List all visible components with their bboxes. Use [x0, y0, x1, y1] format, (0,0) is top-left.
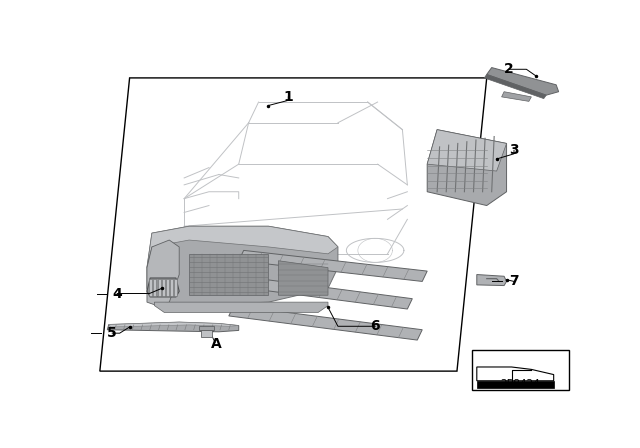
- Polygon shape: [484, 74, 547, 99]
- Polygon shape: [200, 330, 212, 337]
- Polygon shape: [166, 280, 168, 296]
- Text: 7: 7: [509, 275, 519, 289]
- Polygon shape: [477, 275, 507, 285]
- Polygon shape: [147, 278, 179, 297]
- Polygon shape: [108, 322, 239, 332]
- Polygon shape: [486, 68, 559, 95]
- Polygon shape: [109, 322, 239, 327]
- Polygon shape: [173, 280, 177, 296]
- Polygon shape: [154, 302, 328, 313]
- Polygon shape: [147, 240, 179, 306]
- Text: 258424: 258424: [500, 379, 540, 389]
- Polygon shape: [161, 280, 164, 296]
- Polygon shape: [428, 129, 507, 171]
- Polygon shape: [428, 129, 507, 206]
- Polygon shape: [198, 326, 214, 330]
- Polygon shape: [147, 226, 338, 306]
- Polygon shape: [170, 280, 173, 296]
- Polygon shape: [150, 280, 152, 296]
- Text: 1: 1: [284, 90, 293, 104]
- Polygon shape: [154, 280, 156, 296]
- Polygon shape: [189, 254, 269, 295]
- Text: A: A: [211, 336, 222, 350]
- Polygon shape: [249, 278, 412, 309]
- Polygon shape: [239, 250, 428, 281]
- Text: 5: 5: [108, 326, 117, 340]
- Text: 2: 2: [504, 62, 514, 76]
- Polygon shape: [477, 367, 554, 381]
- Polygon shape: [229, 306, 422, 340]
- Polygon shape: [157, 280, 161, 296]
- Polygon shape: [278, 261, 328, 295]
- Polygon shape: [147, 226, 338, 267]
- Polygon shape: [502, 92, 531, 101]
- Text: 4: 4: [113, 287, 122, 301]
- Text: 3: 3: [509, 143, 519, 157]
- Text: 6: 6: [371, 319, 380, 333]
- Polygon shape: [477, 381, 554, 388]
- FancyBboxPatch shape: [472, 350, 568, 390]
